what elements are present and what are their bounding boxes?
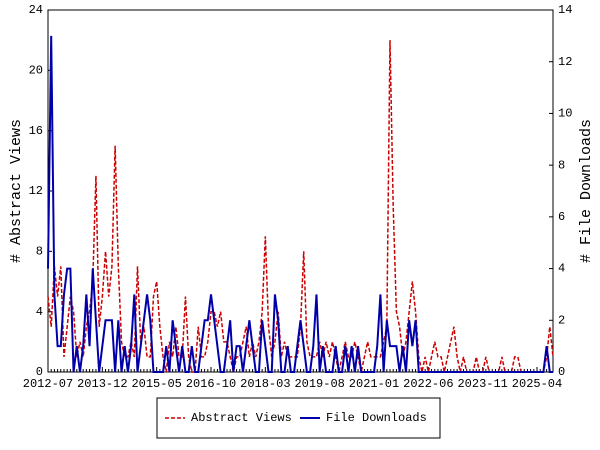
y-tick-label: 20 <box>29 64 43 78</box>
x-tick-label: 2012-07 <box>23 377 73 391</box>
y-tick-label: 16 <box>29 124 43 138</box>
x-tick-label: 2013-12 <box>77 377 127 391</box>
y2-tick-label: 6 <box>558 210 565 224</box>
x-tick-label: 2023-11 <box>457 377 507 391</box>
y2-tick-label: 4 <box>558 262 565 276</box>
y-tick-label: 4 <box>36 305 43 319</box>
x-tick-label: 2022-06 <box>403 377 453 391</box>
y2-tick-label: 2 <box>558 313 565 327</box>
x-tick-label: 2016-10 <box>186 377 236 391</box>
x-tick-label: 2025-04 <box>512 377 562 391</box>
y2-tick-label: 12 <box>558 55 572 69</box>
legend-label: Abstract Views <box>191 411 292 425</box>
y2-tick-label: 8 <box>558 158 565 172</box>
series-line <box>47 35 553 373</box>
y-tick-label: 0 <box>36 365 43 379</box>
y-tick-label: 12 <box>29 184 43 198</box>
legend-box <box>156 397 441 439</box>
x-tick-label: 2018-03 <box>240 377 290 391</box>
y2-tick-label: 14 <box>558 3 572 17</box>
y2-axis-title: # File Downloads <box>578 119 595 263</box>
x-tick-label: 2019-08 <box>294 377 344 391</box>
y-tick-label: 8 <box>36 245 43 259</box>
legend-label: File Downloads <box>326 411 427 425</box>
y-tick-label: 24 <box>29 3 43 17</box>
y2-tick-label: 0 <box>558 365 565 379</box>
y2-tick-label: 10 <box>558 107 572 121</box>
x-tick-label: 2021-01 <box>349 377 399 391</box>
x-tick-label: 2015-05 <box>131 377 181 391</box>
y-axis-title: # Abstract Views <box>8 119 25 263</box>
